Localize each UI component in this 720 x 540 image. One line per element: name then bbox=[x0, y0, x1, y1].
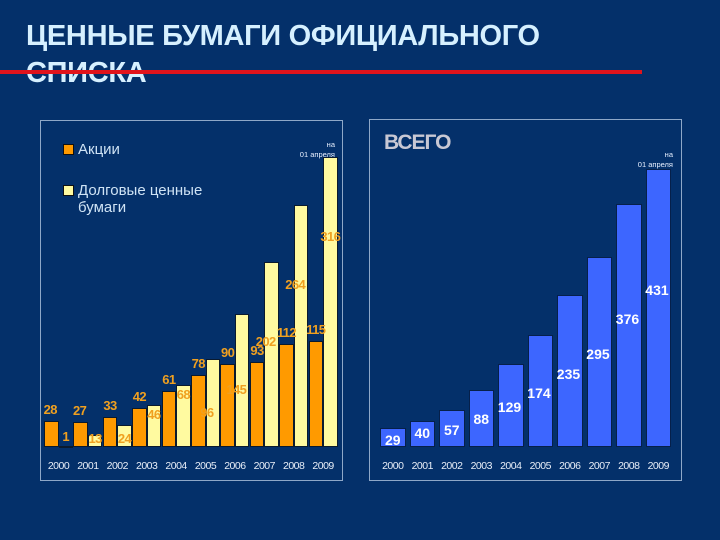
value-label-total: 376 bbox=[615, 311, 640, 327]
note-line2: 01 апреля bbox=[299, 150, 335, 159]
bar-debt bbox=[323, 156, 338, 447]
value-label-shares: 33 bbox=[103, 397, 117, 413]
value-label-total: 57 bbox=[443, 422, 460, 438]
value-label-total: 129 bbox=[497, 399, 522, 415]
x-tick-label: 2009 bbox=[312, 460, 334, 472]
bar-total bbox=[409, 421, 435, 447]
x-tick-label: 2001 bbox=[411, 460, 434, 472]
x-tick-label: 2007 bbox=[253, 460, 276, 472]
value-label-debt: 68 bbox=[176, 386, 191, 402]
bar-total bbox=[616, 204, 642, 447]
bar-debt bbox=[58, 446, 73, 448]
value-label-debt: 145 bbox=[226, 382, 247, 398]
note-line1: на bbox=[326, 140, 335, 149]
bar-debt bbox=[117, 424, 132, 447]
legend-item-debt: Долговые ценные бумаги bbox=[63, 182, 223, 216]
bar-shares bbox=[308, 341, 324, 447]
value-label-debt: 1 bbox=[62, 429, 70, 444]
securities-by-type-chart-panel bbox=[40, 120, 343, 481]
x-tick-label: 2008 bbox=[283, 460, 305, 472]
note-line2: 01 апреля bbox=[637, 160, 673, 169]
bar-debt bbox=[87, 435, 103, 447]
value-label-total: 431 bbox=[645, 282, 669, 298]
value-label-total: 88 bbox=[473, 411, 490, 427]
x-tick-label: 2007 bbox=[588, 460, 611, 472]
x-tick-label: 2004 bbox=[165, 460, 187, 472]
x-tick-label: 2001 bbox=[77, 460, 99, 472]
bar-debt bbox=[205, 358, 220, 447]
x-tick-label: 2002 bbox=[106, 460, 129, 472]
value-label-shares: 61 bbox=[162, 372, 176, 387]
x-tick-label: 2003 bbox=[136, 460, 158, 472]
bar-debt bbox=[176, 384, 191, 447]
value-label-total: 174 bbox=[527, 385, 551, 401]
value-label-shares: 115 bbox=[306, 322, 326, 338]
x-tick-label: 2003 bbox=[470, 460, 493, 472]
value-label-debt: 96 bbox=[200, 404, 214, 420]
note-line1: на bbox=[664, 150, 673, 159]
x-tick-label: 2005 bbox=[529, 460, 552, 472]
bar-total bbox=[498, 363, 524, 447]
slide-title: ЦЕННЫЕ БУМАГИ ОФИЦИАЛЬНОГО СПИСКА bbox=[26, 18, 540, 92]
value-label-shares: 27 bbox=[73, 403, 87, 419]
title-underline bbox=[0, 70, 642, 74]
legend-label-debt: Долговые ценные бумаги bbox=[78, 182, 203, 216]
value-label-debt: 24 bbox=[117, 431, 132, 446]
x-tick-label: 2005 bbox=[194, 460, 217, 472]
value-label-shares: 28 bbox=[43, 402, 58, 418]
value-label-debt: 316 bbox=[320, 228, 341, 244]
bar-shares bbox=[44, 421, 59, 447]
bar-total bbox=[586, 256, 612, 447]
bar-shares bbox=[161, 391, 177, 447]
bar-total bbox=[527, 334, 553, 447]
value-label-shares: 78 bbox=[191, 356, 206, 372]
x-tick-label: 2002 bbox=[441, 460, 463, 472]
bar-debt bbox=[293, 204, 309, 447]
bar-shares bbox=[220, 364, 235, 447]
legend-item-shares: Акции bbox=[63, 141, 120, 158]
value-label-debt: 46 bbox=[147, 406, 161, 422]
x-tick-label: 2009 bbox=[647, 460, 670, 472]
bar-debt bbox=[234, 313, 250, 447]
x-tick-label: 2008 bbox=[618, 460, 640, 472]
bar-shares bbox=[249, 361, 265, 447]
x-tick-label: 2006 bbox=[559, 460, 581, 472]
bar-total bbox=[468, 390, 494, 447]
legend-label-shares: Акции bbox=[78, 141, 120, 158]
bar-debt bbox=[264, 261, 279, 447]
right-date-note: на 01 апреля bbox=[625, 150, 673, 170]
bar-total bbox=[380, 428, 406, 447]
value-label-shares: 112 bbox=[276, 325, 297, 341]
bar-shares bbox=[73, 422, 88, 447]
bar-debt bbox=[146, 404, 162, 447]
value-label-total: 29 bbox=[384, 432, 401, 448]
left-date-note: на 01 апреля bbox=[290, 140, 335, 160]
bar-total bbox=[439, 410, 465, 447]
value-label-shares: 42 bbox=[132, 389, 147, 405]
total-chart-title: ВСЕГО bbox=[384, 131, 452, 154]
value-label-shares: 90 bbox=[221, 345, 235, 361]
value-label-debt: 264 bbox=[285, 276, 306, 292]
legend-swatch-shares bbox=[63, 144, 74, 155]
x-tick-label: 2006 bbox=[224, 460, 246, 472]
value-label-total: 295 bbox=[586, 346, 610, 362]
value-label-total: 235 bbox=[556, 366, 581, 382]
value-label-debt: 13 bbox=[88, 431, 103, 446]
x-tick-label: 2004 bbox=[500, 460, 522, 472]
bar-shares bbox=[279, 344, 294, 447]
legend-swatch-debt bbox=[63, 185, 74, 196]
bar-total bbox=[645, 169, 671, 447]
bar-shares bbox=[132, 408, 147, 447]
x-tick-label: 2000 bbox=[47, 460, 70, 472]
bar-shares bbox=[102, 416, 118, 447]
x-tick-label: 2000 bbox=[382, 460, 404, 472]
bar-shares bbox=[191, 375, 206, 447]
value-label-debt: 202 bbox=[255, 333, 276, 349]
value-label-shares: 93 bbox=[250, 342, 264, 358]
slide-title-line1: ЦЕННЫЕ БУМАГИ ОФИЦИАЛЬНОГО bbox=[26, 20, 540, 52]
total-securities-chart-panel bbox=[369, 119, 682, 481]
bar-total bbox=[557, 295, 583, 447]
value-label-total: 40 bbox=[414, 425, 431, 441]
